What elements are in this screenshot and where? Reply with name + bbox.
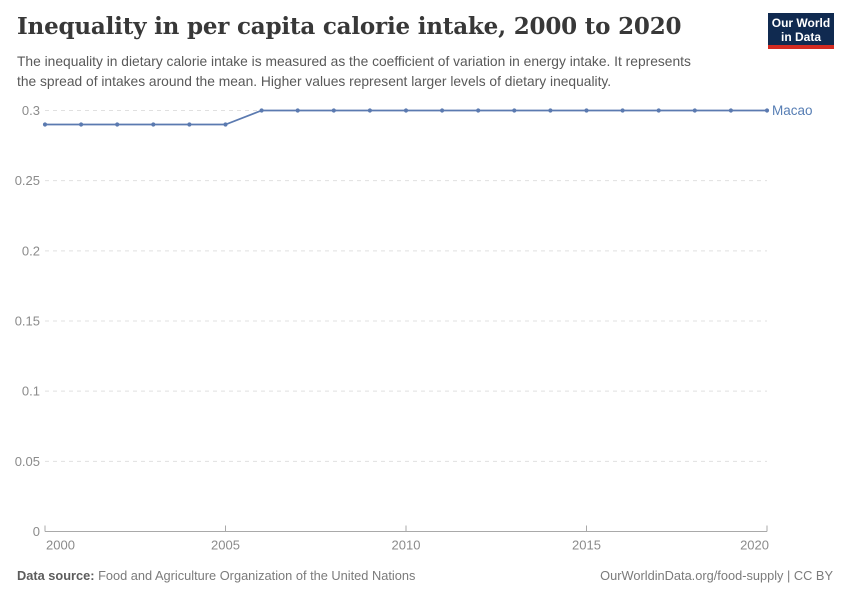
data-point — [42, 122, 48, 127]
chart-footer: Data source: Food and Agriculture Organi… — [17, 568, 833, 583]
y-tick-label: 0.25 — [15, 173, 40, 188]
macao-line — [45, 109, 767, 126]
x-tick-label: 2015 — [572, 538, 601, 553]
chart-subtitle: The inequality in dietary calorie intake… — [17, 52, 762, 91]
x-tick-label: 2020 — [740, 538, 769, 553]
x-tick-label: 2005 — [211, 538, 240, 553]
data-point — [620, 108, 625, 113]
y-tick-label: 0.15 — [15, 314, 40, 329]
data-source-note: Data source: Food and Agriculture Organi… — [17, 568, 415, 583]
chart-subtitle-line2: the spread of intakes around the mean. H… — [17, 73, 612, 89]
data-point — [259, 108, 264, 113]
y-tick-label: 0.1 — [22, 384, 40, 399]
data-point — [151, 122, 156, 127]
data-point — [512, 108, 517, 113]
x-tick-label: 2000 — [46, 538, 75, 553]
data-point — [187, 122, 192, 127]
chart-subtitle-line1: The inequality in dietary calorie intake… — [17, 54, 691, 69]
data-point — [115, 122, 120, 127]
data-source-label: Data source: — [17, 568, 95, 583]
data-point — [656, 108, 661, 113]
y-tick-label: 0.05 — [15, 454, 40, 469]
owid-logo[interactable]: Our World in Data — [768, 13, 834, 49]
data-point — [440, 108, 445, 113]
owid-logo-line2: in Data — [780, 30, 821, 44]
series-label: Macao — [772, 103, 813, 118]
data-point — [403, 108, 409, 113]
chart-title: Inequality in per capita calorie intake,… — [17, 13, 682, 40]
data-point — [223, 122, 228, 127]
data-point — [764, 108, 770, 113]
data-source-text: Food and Agriculture Organization of the… — [94, 568, 416, 583]
license-note: OurWorldinData.org/food-supply | CC BY — [600, 568, 833, 583]
data-point — [728, 108, 734, 113]
data-point — [79, 122, 84, 127]
data-point — [584, 108, 589, 113]
y-tick-label: 0.2 — [22, 243, 40, 258]
data-point — [295, 108, 300, 113]
y-tick-label: 0 — [33, 524, 40, 539]
data-point — [476, 108, 481, 113]
data-point — [548, 108, 553, 113]
data-point — [692, 108, 697, 113]
x-tick-label: 2010 — [392, 538, 421, 553]
data-point — [331, 108, 336, 113]
y-tick-label: 0.3 — [22, 103, 40, 118]
owid-logo-line1: Our World — [771, 16, 831, 30]
data-point — [367, 108, 372, 113]
